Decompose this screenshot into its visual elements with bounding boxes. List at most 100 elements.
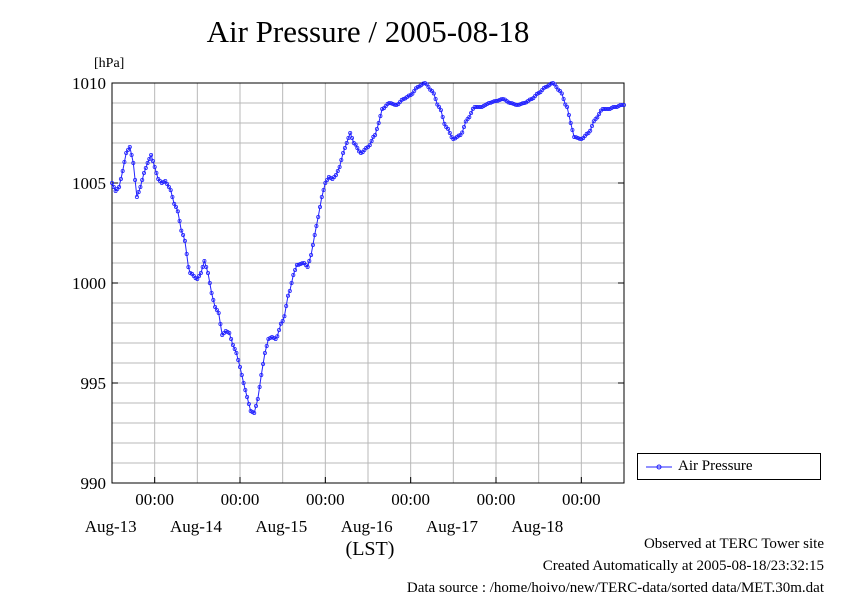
data-point	[143, 165, 148, 170]
data-point	[355, 145, 360, 150]
data-point	[309, 252, 314, 257]
data-point	[205, 270, 210, 275]
data-point	[236, 357, 241, 362]
data-point	[499, 97, 504, 102]
data-point	[440, 115, 445, 120]
data-point	[214, 307, 219, 312]
data-point	[177, 218, 182, 223]
data-point	[168, 188, 173, 193]
data-point	[549, 81, 554, 86]
data-point	[493, 99, 498, 104]
data-point	[237, 364, 242, 369]
x-tick-time-label: 00:00	[477, 490, 516, 509]
data-point	[131, 160, 136, 165]
data-point	[353, 142, 358, 147]
data-point	[437, 105, 442, 110]
legend-label: Air Pressure	[678, 458, 753, 474]
data-point	[445, 126, 450, 131]
data-point	[348, 130, 353, 135]
data-point	[124, 150, 129, 155]
data-point	[134, 194, 139, 199]
data-point	[590, 124, 595, 129]
data-point	[486, 101, 491, 106]
data-point	[566, 113, 571, 118]
data-point	[298, 261, 303, 266]
x-tick-date-label: Aug-13	[85, 517, 137, 536]
data-point	[389, 101, 394, 106]
data-point	[202, 258, 207, 263]
data-point	[341, 150, 346, 155]
data-point	[150, 158, 155, 163]
data-point	[467, 115, 472, 120]
data-point	[378, 114, 383, 119]
data-point	[574, 135, 579, 140]
data-point	[207, 280, 212, 285]
data-point	[373, 132, 378, 137]
data-point	[110, 180, 115, 185]
data-point	[463, 119, 468, 124]
data-point	[285, 293, 290, 298]
data-point	[147, 156, 152, 161]
data-point	[181, 232, 186, 237]
data-point	[186, 265, 191, 270]
data-point	[469, 111, 474, 116]
data-point	[197, 273, 202, 278]
data-point	[253, 403, 258, 408]
data-point	[133, 177, 138, 182]
data-point	[278, 321, 283, 326]
data-point	[442, 121, 447, 126]
data-point	[211, 297, 216, 302]
data-point	[126, 147, 131, 152]
data-point	[458, 132, 463, 137]
y-tick-label: 1010	[72, 74, 106, 93]
data-point	[321, 187, 326, 192]
data-point	[431, 91, 436, 96]
legend: Air Pressure	[637, 453, 821, 480]
grid-lines	[112, 83, 624, 483]
data-point	[606, 107, 611, 112]
data-point	[554, 85, 559, 90]
data-point	[316, 214, 321, 219]
data-point	[182, 238, 187, 243]
data-point	[175, 209, 180, 214]
data-point	[492, 99, 497, 104]
x-tick-labels: 00:00 Aug-13 00:00 Aug-14 00:00 Aug-15 00:00 Au…	[85, 490, 601, 536]
data-point	[421, 81, 426, 86]
data-point	[163, 178, 168, 183]
data-point	[426, 85, 431, 90]
x-tick-time-label: 00:00	[562, 490, 601, 509]
data-point	[149, 152, 154, 157]
data-point	[317, 204, 322, 209]
data-point	[477, 105, 482, 110]
data-point	[259, 372, 264, 377]
data-point	[565, 105, 570, 110]
data-point	[433, 97, 438, 102]
data-point	[284, 303, 289, 308]
data-point	[120, 168, 125, 173]
data-point	[154, 170, 159, 175]
data-point	[387, 101, 392, 106]
data-point	[246, 401, 251, 406]
x-tick-date-label: Aug-15	[255, 517, 307, 536]
x-axis-title: (LST)	[345, 538, 395, 560]
data-point	[415, 85, 420, 90]
data-point	[255, 396, 260, 401]
data-point	[280, 318, 285, 323]
data-point	[595, 115, 600, 120]
data-point	[232, 346, 237, 351]
data-point	[289, 280, 294, 285]
data-point	[179, 228, 184, 233]
x-tick-time-label: 00:00	[391, 490, 430, 509]
data-point	[597, 112, 602, 117]
data-point	[410, 91, 415, 96]
data-point	[520, 101, 525, 106]
y-tick-labels: 990 995 1000 1005 1010	[72, 74, 106, 493]
data-point	[111, 184, 116, 189]
data-point	[559, 91, 564, 96]
data-point	[447, 130, 452, 135]
data-point	[204, 264, 209, 269]
data-point	[198, 270, 203, 275]
data-point	[165, 181, 170, 186]
data-point	[319, 194, 324, 199]
